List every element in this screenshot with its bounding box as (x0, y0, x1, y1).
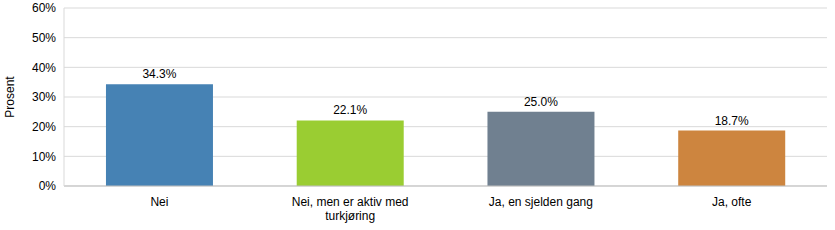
svg-text:Nei, men er aktiv medturkjørin: Nei, men er aktiv medturkjøring (292, 195, 409, 223)
svg-text:30%: 30% (32, 90, 56, 104)
svg-text:Ja, ofte: Ja, ofte (712, 195, 752, 209)
svg-text:25.0%: 25.0% (524, 95, 558, 109)
svg-text:22.1%: 22.1% (333, 103, 367, 117)
svg-text:60%: 60% (32, 1, 56, 15)
svg-text:34.3%: 34.3% (142, 67, 176, 81)
svg-text:0%: 0% (39, 179, 57, 193)
svg-text:20%: 20% (32, 120, 56, 134)
svg-text:10%: 10% (32, 150, 56, 164)
svg-text:Ja, en sjelden gang: Ja, en sjelden gang (489, 195, 593, 209)
svg-text:40%: 40% (32, 61, 56, 75)
svg-text:18.7%: 18.7% (715, 114, 749, 128)
svg-text:50%: 50% (32, 31, 56, 45)
svg-text:Nei: Nei (150, 195, 168, 209)
svg-text:Prosent: Prosent (8, 76, 17, 118)
